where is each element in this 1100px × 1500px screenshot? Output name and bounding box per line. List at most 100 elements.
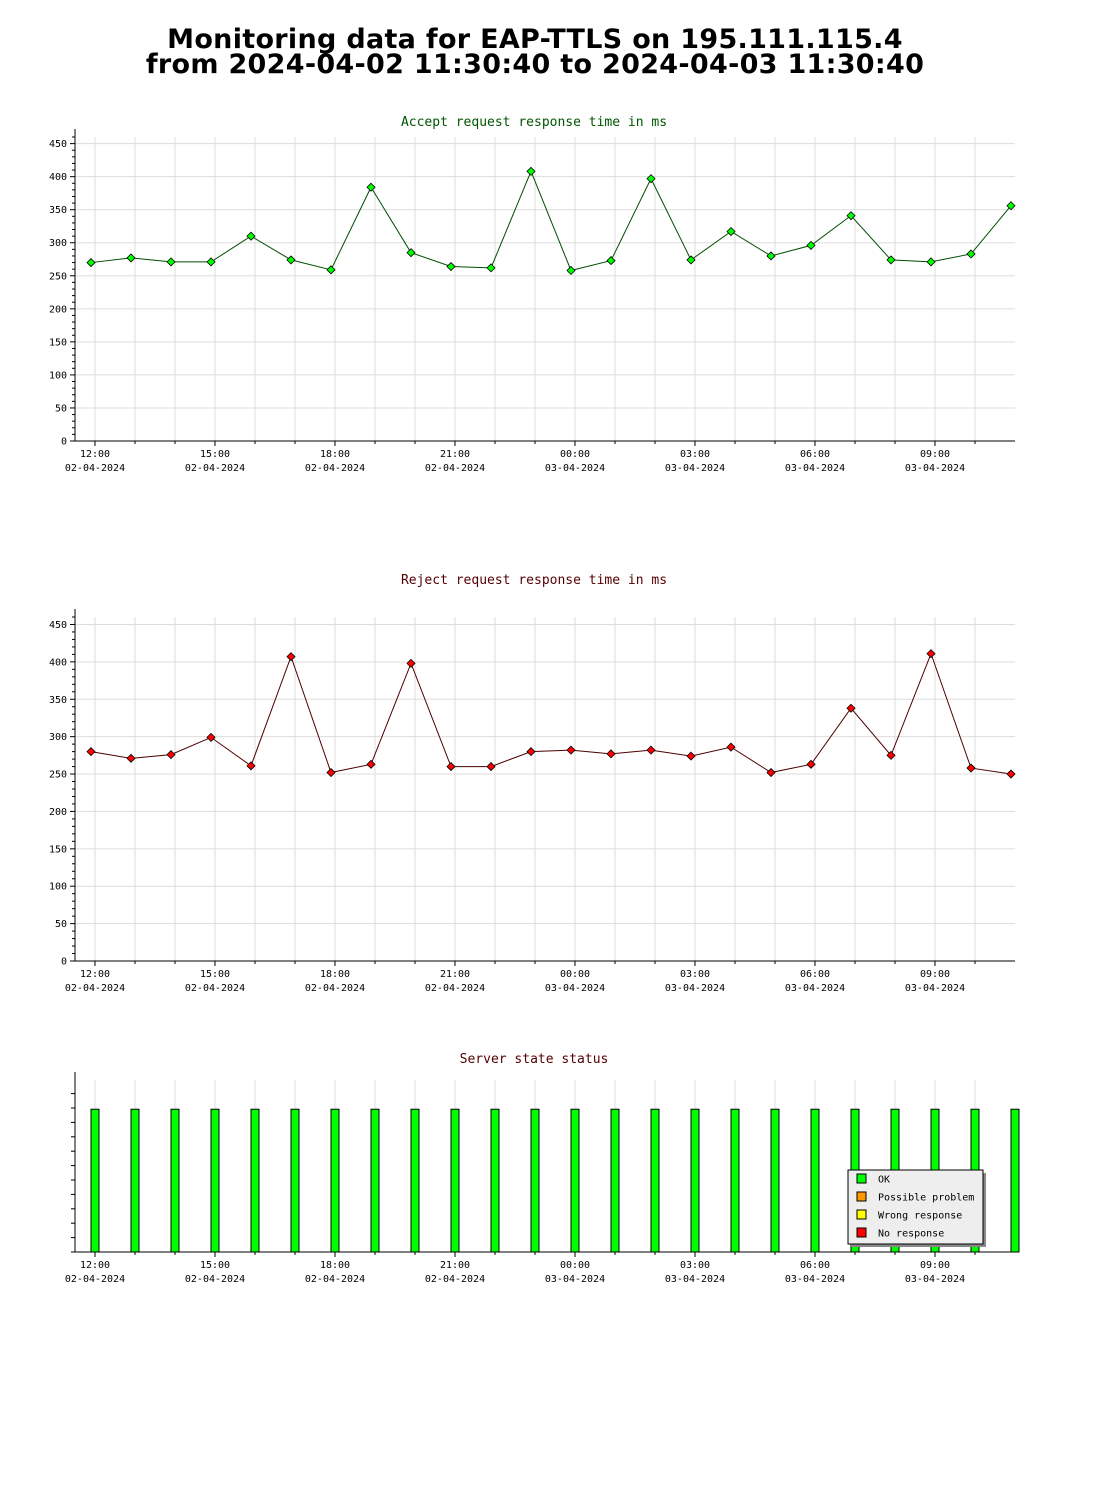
x-tick-time-label: 12:00	[80, 1260, 110, 1271]
legend-label: Possible problem	[878, 1193, 974, 1204]
x-tick-date-label: 02-04-2024	[305, 1274, 365, 1285]
data-point	[766, 767, 776, 778]
x-tick-date-label: 03-04-2024	[545, 463, 605, 474]
data-point	[86, 747, 96, 757]
data-point	[446, 261, 456, 272]
y-tick-label: 250	[49, 271, 67, 282]
x-tick-date-label: 02-04-2024	[185, 983, 245, 994]
status-bar	[690, 1108, 700, 1253]
data-point	[806, 240, 816, 250]
x-tick-date-label: 02-04-2024	[65, 463, 125, 474]
legend-box	[847, 1169, 984, 1245]
data-point	[566, 265, 576, 276]
data-point	[206, 732, 216, 742]
data-point	[406, 658, 416, 668]
status-bar	[610, 1108, 620, 1253]
page-title-line-1: Monitoring data for EAP-TTLS on 195.111.…	[167, 24, 903, 55]
data-point	[606, 749, 616, 759]
x-tick-time-label: 12:00	[80, 969, 110, 980]
y-tick-label: 300	[49, 732, 67, 743]
x-tick-time-label: 00:00	[560, 1260, 590, 1271]
x-tick-date-label: 02-04-2024	[65, 1274, 125, 1285]
legend-label: OK	[878, 1175, 890, 1186]
data-point	[486, 761, 496, 772]
x-tick-date-label: 03-04-2024	[545, 983, 605, 994]
data-point	[686, 255, 696, 265]
data-point	[1006, 769, 1016, 779]
data-point	[886, 750, 896, 760]
x-tick-time-label: 21:00	[440, 1260, 470, 1271]
data-point	[846, 703, 856, 713]
y-tick-label: 400	[49, 657, 67, 668]
data-point	[686, 751, 696, 761]
data-point	[366, 182, 376, 192]
x-tick-time-label: 18:00	[320, 1260, 350, 1271]
legend-swatch	[856, 1209, 867, 1220]
data-point	[126, 753, 136, 763]
x-tick-time-label: 09:00	[920, 449, 950, 460]
data-point	[966, 763, 976, 773]
status-bar	[130, 1108, 140, 1253]
x-tick-time-label: 12:00	[80, 449, 110, 460]
data-point	[166, 257, 176, 267]
data-point	[286, 652, 296, 662]
data-point	[326, 265, 336, 275]
x-tick-time-label: 09:00	[920, 969, 950, 980]
x-tick-date-label: 02-04-2024	[425, 463, 485, 474]
x-tick-time-label: 00:00	[560, 969, 590, 980]
chart-title: Accept request response time in ms	[401, 115, 667, 130]
data-point	[246, 761, 256, 771]
x-tick-date-label: 03-04-2024	[905, 983, 965, 994]
line-chart-accept: Accept request response time in ms 0 50 100…	[49, 115, 1016, 474]
status-bar	[90, 1108, 100, 1253]
status-bar	[770, 1108, 780, 1253]
data-point	[766, 251, 776, 261]
x-tick-date-label: 03-04-2024	[905, 463, 965, 474]
x-tick-time-label: 21:00	[440, 969, 470, 980]
data-point	[366, 759, 376, 769]
legend-label: Wrong response	[878, 1211, 962, 1222]
y-tick-label: 50	[55, 403, 67, 414]
x-tick-time-label: 06:00	[800, 1260, 830, 1271]
status-bar	[810, 1108, 820, 1253]
y-tick-label: 350	[49, 695, 67, 706]
data-point	[566, 745, 576, 755]
y-tick-label: 300	[49, 238, 67, 249]
x-tick-date-label: 03-04-2024	[665, 1274, 725, 1285]
status-bar	[210, 1108, 220, 1253]
status-chart: Server state status 12:00 02-04-2024 15:00 0…	[65, 1052, 1020, 1285]
x-tick-time-label: 03:00	[680, 1260, 710, 1271]
data-point	[166, 750, 176, 760]
y-tick-label: 150	[49, 337, 67, 348]
x-tick-date-label: 03-04-2024	[785, 1274, 845, 1285]
data-point	[966, 249, 976, 259]
data-point	[726, 742, 736, 752]
x-tick-time-label: 15:00	[200, 969, 230, 980]
status-bar	[570, 1108, 580, 1253]
data-point	[526, 166, 536, 176]
x-tick-date-label: 03-04-2024	[665, 463, 725, 474]
x-tick-time-label: 21:00	[440, 449, 470, 460]
status-bar	[490, 1108, 500, 1253]
y-tick-label: 250	[49, 770, 67, 781]
data-point	[126, 253, 136, 263]
x-tick-date-label: 02-04-2024	[185, 463, 245, 474]
data-point	[646, 174, 656, 184]
data-point	[886, 255, 896, 265]
status-bar	[330, 1108, 340, 1253]
status-bar	[290, 1108, 300, 1253]
line-chart-reject: Reject request response time in ms 0 50 100…	[49, 573, 1016, 994]
legend-swatch	[856, 1227, 867, 1238]
status-bar	[530, 1108, 540, 1253]
x-tick-time-label: 18:00	[320, 969, 350, 980]
y-tick-label: 0	[61, 437, 67, 448]
y-tick-label: 450	[49, 139, 67, 150]
x-tick-time-label: 15:00	[200, 449, 230, 460]
status-bar	[450, 1108, 460, 1253]
x-tick-date-label: 02-04-2024	[305, 983, 365, 994]
data-point	[1006, 201, 1016, 211]
status-bar	[650, 1108, 660, 1253]
data-point	[486, 263, 496, 273]
status-bar	[170, 1108, 180, 1253]
x-tick-time-label: 15:00	[200, 1260, 230, 1271]
